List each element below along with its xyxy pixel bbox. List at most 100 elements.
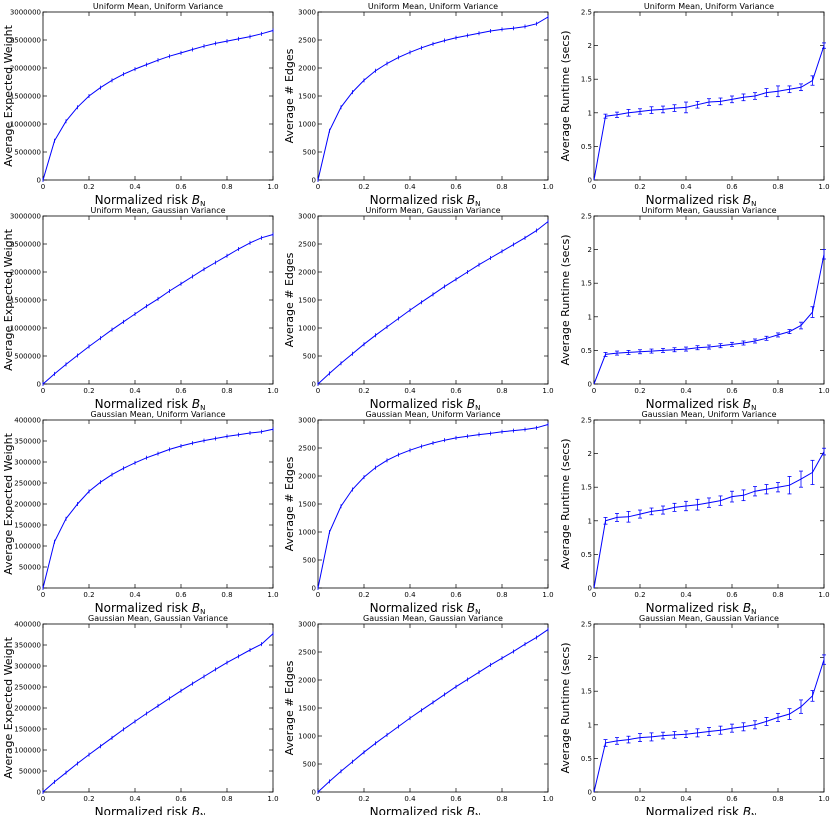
- y-tick-label: 1500000: [10, 93, 41, 101]
- subplot-10: Gaussian Mean, Gaussian Variance 0 0.2 0.4 0…: [2, 614, 279, 815]
- y-tick-label: 350000: [14, 642, 41, 650]
- y-tick-label: 1500: [298, 297, 316, 305]
- y-tick-label: 0: [37, 789, 41, 797]
- y-tick-label: 2500: [298, 241, 316, 249]
- x-tick-label: 0.6: [726, 387, 738, 395]
- y-tick-label: 100000: [14, 543, 41, 551]
- y-tick-label: 2000: [298, 677, 316, 685]
- x-tick-label: 0.6: [450, 795, 462, 803]
- x-tick-label: 0.6: [450, 591, 462, 599]
- y-tick-label: 500000: [14, 149, 41, 157]
- y-tick-label: 0.5: [581, 347, 592, 355]
- y-tick-label: 2.5: [581, 417, 592, 425]
- y-tick-label: 1000: [298, 733, 316, 741]
- x-tick-label: 0.6: [175, 591, 187, 599]
- y-tick-label: 2.5: [581, 621, 592, 629]
- y-tick-label: 300000: [14, 459, 41, 467]
- x-tick-label: 0.6: [450, 183, 462, 191]
- x-tick-label: 0.8: [496, 795, 507, 803]
- subplot-title: Uniform Mean, Gaussian Variance: [641, 206, 776, 215]
- x-axis-label: Normalized risk BN: [95, 397, 206, 412]
- y-tick-label: 1: [588, 313, 592, 321]
- y-tick-label: 0.5: [581, 755, 592, 763]
- y-tick-label: 2500: [298, 445, 316, 453]
- y-tick-label: 1000000: [10, 325, 41, 333]
- y-tick-label: 2500: [298, 649, 316, 657]
- x-tick-label: 0.4: [404, 387, 416, 395]
- y-tick-label: 250000: [14, 480, 41, 488]
- y-tick-label: 400000: [14, 417, 41, 425]
- y-tick-label: 350000: [14, 438, 41, 446]
- x-tick-label: 0.4: [404, 183, 416, 191]
- x-axis-label: Normalized risk BN: [370, 397, 481, 412]
- y-axis-label: Average Expected Weight: [2, 24, 15, 166]
- y-tick-label: 1500000: [10, 297, 41, 305]
- y-axis-label: Average Expected Weight: [2, 228, 15, 370]
- x-axis-label: Normalized risk BN: [370, 805, 481, 815]
- y-tick-label: 3000: [298, 417, 316, 425]
- x-tick-label: 0.2: [358, 183, 369, 191]
- x-tick-label: 0: [316, 795, 320, 803]
- plot-frame: [317, 11, 549, 181]
- x-tick-label: 0.2: [358, 387, 369, 395]
- x-tick-label: 1.0: [818, 387, 829, 395]
- x-tick-label: 0: [592, 591, 596, 599]
- x-tick-label: 0.8: [221, 795, 232, 803]
- y-axis-label: Average Expected Weight: [2, 636, 15, 778]
- subplot-4: Uniform Mean, Gaussian Variance 0 0.2 0.4 0.…: [2, 206, 279, 412]
- y-tick-label: 2000: [298, 65, 316, 73]
- x-tick-label: 0.2: [358, 795, 369, 803]
- y-axis-label: Average # Edges: [283, 252, 296, 347]
- x-tick-label: 0: [41, 183, 45, 191]
- subplot-3: Uniform Mean, Uniform Variance 0 0.2 0.4 0.6…: [559, 2, 830, 208]
- x-tick-label: 0.4: [680, 591, 692, 599]
- y-tick-label: 0: [37, 381, 41, 389]
- x-tick-label: 0.4: [680, 387, 692, 395]
- subplot-title: Gaussian Mean, Uniform Variance: [365, 410, 500, 419]
- x-tick-label: 0: [41, 387, 45, 395]
- y-axis-label: Average Expected Weight: [2, 432, 15, 574]
- y-tick-label: 2000: [298, 473, 316, 481]
- subplot-title: Uniform Mean, Uniform Variance: [644, 2, 774, 11]
- x-tick-label: 0.2: [83, 591, 94, 599]
- x-tick-label: 1.0: [542, 183, 553, 191]
- y-tick-label: 2000000: [10, 269, 41, 277]
- subplot-title: Gaussian Mean, Gaussian Variance: [363, 614, 503, 623]
- plot-frame: [593, 215, 825, 385]
- y-tick-label: 400000: [14, 621, 41, 629]
- y-axis-label: Average Runtime (secs): [559, 235, 572, 366]
- y-tick-label: 2.5: [581, 213, 592, 221]
- x-axis-label: Normalized risk BN: [646, 805, 757, 815]
- y-tick-label: 1500: [298, 501, 316, 509]
- x-tick-label: 1.0: [542, 591, 553, 599]
- y-tick-label: 1: [588, 109, 592, 117]
- x-tick-label: 0.4: [404, 795, 416, 803]
- x-tick-label: 0.8: [772, 387, 783, 395]
- y-tick-label: 250000: [14, 684, 41, 692]
- x-tick-label: 0.8: [496, 387, 507, 395]
- x-tick-label: 0.6: [450, 387, 462, 395]
- x-tick-label: 0.4: [129, 183, 141, 191]
- x-tick-label: 0.8: [496, 183, 507, 191]
- y-axis-label: Average Runtime (secs): [559, 439, 572, 570]
- subplot-title: Uniform Mean, Uniform Variance: [93, 2, 223, 11]
- x-tick-label: 0.2: [83, 183, 94, 191]
- x-tick-label: 0.6: [175, 795, 187, 803]
- y-tick-label: 1.5: [581, 484, 592, 492]
- x-tick-label: 0: [316, 591, 320, 599]
- subplot-12: Gaussian Mean, Gaussian Variance 0 0.2 0.4 0…: [559, 614, 830, 815]
- y-tick-label: 200000: [14, 501, 41, 509]
- x-axis-label: Normalized risk BN: [646, 397, 757, 412]
- y-tick-label: 1500: [298, 93, 316, 101]
- x-tick-label: 0.8: [221, 591, 232, 599]
- x-tick-label: 1.0: [542, 387, 553, 395]
- x-tick-label: 0.8: [221, 387, 232, 395]
- x-tick-label: 0.6: [175, 183, 187, 191]
- x-tick-label: 0.2: [634, 795, 645, 803]
- plot-frame: [317, 623, 549, 793]
- y-tick-label: 50000: [19, 564, 41, 572]
- x-tick-label: 1.0: [267, 183, 278, 191]
- x-tick-label: 0.6: [726, 183, 738, 191]
- x-tick-label: 0.2: [634, 591, 645, 599]
